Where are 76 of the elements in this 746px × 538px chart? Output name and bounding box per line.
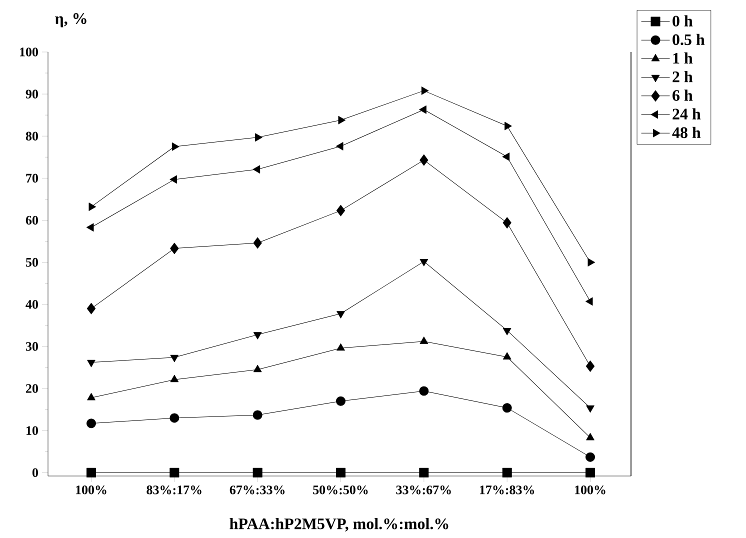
point	[336, 468, 346, 478]
point	[170, 374, 179, 382]
point	[170, 354, 179, 362]
point	[88, 202, 96, 211]
y-tick-label: 80	[26, 132, 38, 141]
y-tick-label: 0	[32, 468, 38, 478]
legend-label: 6 h	[672, 90, 693, 101]
point	[336, 204, 346, 216]
point	[502, 352, 512, 360]
point	[170, 468, 180, 478]
point	[420, 154, 428, 166]
point	[170, 413, 180, 423]
point	[336, 343, 345, 351]
point	[253, 364, 262, 372]
point	[586, 468, 596, 478]
point	[86, 418, 96, 428]
point	[420, 336, 428, 344]
x-tick-label: 100%	[575, 486, 606, 494]
point	[172, 142, 180, 151]
legend-label: 0.5 h	[672, 34, 705, 46]
x-axis-title: hPAA:hP2M5VP, mol.%:mol.%	[230, 518, 448, 532]
x-tick-label: 33%:67%	[396, 486, 451, 494]
point	[588, 258, 596, 266]
point	[586, 405, 594, 413]
point	[586, 432, 594, 440]
point	[502, 468, 512, 478]
point	[502, 328, 512, 336]
y-tick-label: 50	[26, 258, 38, 267]
legend-label: 1 h	[673, 52, 693, 64]
y-axis-title: η, %	[55, 13, 86, 28]
y-tick-label: 60	[26, 216, 38, 225]
legend-label: 48 h	[672, 126, 701, 138]
point	[253, 332, 262, 340]
point	[419, 386, 429, 396]
y-tick-label: 90	[26, 90, 38, 98]
legend-label: 0 h	[672, 15, 693, 26]
point	[586, 452, 596, 462]
y-tick-label: 100	[20, 48, 38, 56]
y-tick-label: 70	[26, 174, 38, 183]
point	[86, 468, 96, 478]
point	[502, 403, 512, 413]
x-tick-label: 100%	[76, 486, 106, 494]
point	[419, 468, 429, 478]
y-tick-label: 30	[26, 342, 38, 351]
point	[170, 175, 177, 184]
point	[586, 360, 595, 372]
x-tick-label: 17%:83%	[480, 486, 534, 494]
point	[336, 396, 346, 406]
point	[252, 468, 262, 478]
point	[420, 258, 428, 266]
point	[170, 242, 179, 254]
point	[86, 223, 94, 232]
point	[338, 116, 346, 124]
point	[255, 133, 262, 142]
x-tick-label: 67%:33%	[230, 486, 285, 494]
x-tick-label: 50%:50%	[313, 486, 368, 494]
point	[421, 86, 429, 95]
point	[336, 311, 345, 318]
point	[504, 122, 512, 130]
legend-label: 24 h	[672, 108, 701, 120]
point	[502, 217, 512, 228]
y-tick-label: 40	[26, 300, 38, 309]
point	[87, 393, 96, 400]
legend-label: 2 h	[672, 71, 693, 82]
x-tick-label: 83%:17%	[146, 486, 202, 494]
point	[86, 302, 96, 314]
point	[252, 410, 262, 420]
point	[336, 142, 344, 150]
point	[253, 237, 262, 249]
y-tick-label: 10	[26, 426, 38, 435]
point	[419, 105, 426, 114]
point	[502, 152, 510, 161]
point	[586, 297, 593, 306]
point	[252, 165, 260, 174]
point	[87, 360, 96, 368]
y-tick-label: 20	[26, 384, 38, 393]
